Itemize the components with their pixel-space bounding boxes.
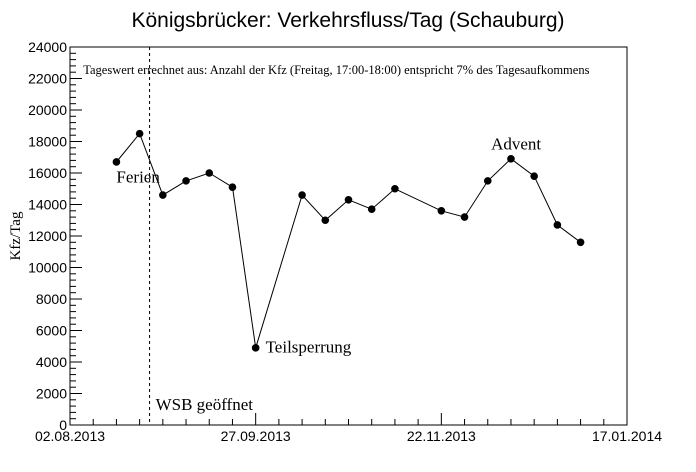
y-tick-label: 4000 — [36, 354, 67, 370]
y-tick-label: 10000 — [28, 260, 67, 276]
data-point — [112, 158, 121, 166]
data-point — [182, 177, 190, 185]
x-tick-label: 27.09.2013 — [221, 428, 291, 444]
data-point — [576, 238, 585, 247]
series-layer — [112, 129, 585, 352]
x-tick-label: 22.11.2013 — [407, 428, 476, 444]
data-point — [205, 169, 214, 177]
data-point — [344, 195, 353, 204]
y-tick-label: 20000 — [28, 102, 67, 118]
y-tick-label: 2000 — [36, 386, 67, 402]
annotation-ferien: Ferien — [116, 167, 160, 186]
x-tick-label: 17.01.2014 — [592, 428, 662, 444]
wsb-opening-line: WSB geöffnet — [149, 47, 254, 425]
data-point — [507, 155, 515, 163]
data-point — [228, 183, 237, 191]
wsb-opening-label: WSB geöffnet — [156, 395, 254, 414]
y-tick-label: 22000 — [28, 71, 67, 87]
x-tick-label: 02.08.2013 — [35, 428, 105, 444]
y-tick-label: 12000 — [28, 228, 67, 244]
y-tick-label: 8000 — [36, 291, 67, 307]
data-point — [483, 177, 492, 185]
chart-title: Königsbrücker: Verkehrsfluss/Tag (Schaub… — [131, 9, 564, 32]
data-point — [321, 216, 330, 225]
data-point — [159, 191, 167, 199]
y-axis: 0 2000 4000 6000 8000 10000 12000 14000 16000 180… — [28, 39, 82, 433]
data-point — [367, 205, 376, 214]
plot-frame — [69, 46, 628, 426]
y-tick-label: 24000 — [28, 39, 67, 55]
data-point — [135, 129, 144, 138]
annotation-teilsperrung: Teilsperrung — [266, 338, 352, 357]
y-tick-label: 16000 — [28, 165, 67, 181]
y-tick-label: 6000 — [36, 323, 67, 339]
x-axis: 02.08.2013 27.09.2013 22.11.2013 17.01.2014 — [35, 413, 662, 444]
y-tick-label: 0 — [59, 417, 67, 433]
annotation-layer: Tageswert errechnet aus: Anzahl der Kfz … — [83, 63, 589, 357]
data-point — [530, 172, 538, 180]
data-point — [460, 213, 469, 221]
data-point — [437, 207, 446, 215]
data-point — [391, 184, 399, 193]
annotation-advent: Advent — [491, 134, 541, 153]
y-axis-label: Kfz/Tag — [8, 211, 24, 260]
data-point — [298, 191, 306, 199]
y-tick-label: 14000 — [28, 197, 67, 213]
data-point — [553, 221, 562, 229]
series-line — [116, 132, 581, 348]
data-point — [251, 344, 260, 352]
annotation-method-note: Tageswert errechnet aus: Anzahl der Kfz … — [83, 63, 589, 77]
y-tick-label: 18000 — [28, 134, 67, 150]
